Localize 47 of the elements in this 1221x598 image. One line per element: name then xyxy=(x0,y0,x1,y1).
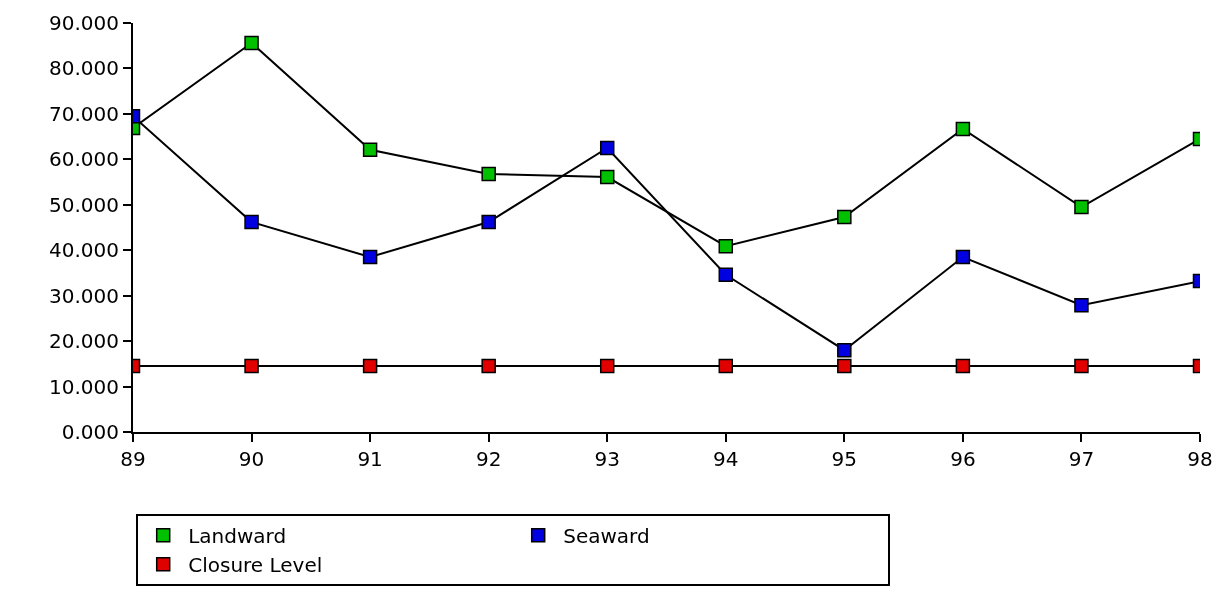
point xyxy=(599,169,615,185)
x-tick-label: 89 xyxy=(120,447,146,471)
point xyxy=(837,209,852,225)
point xyxy=(481,214,496,230)
x-tick-label: 93 xyxy=(594,447,620,471)
y-tick-label: 30.000 xyxy=(49,283,119,308)
y-tick-label: 40.000 xyxy=(49,238,119,263)
point xyxy=(718,238,734,254)
point xyxy=(244,214,259,230)
legend-label: Closure Level xyxy=(188,553,323,578)
y-tick-label: 60.000 xyxy=(49,147,119,172)
x-tick-label: 92 xyxy=(475,447,502,471)
x-tick-label: 91 xyxy=(357,447,383,471)
point xyxy=(362,249,378,265)
point xyxy=(837,358,852,374)
point xyxy=(599,140,615,156)
point xyxy=(1074,297,1089,313)
point xyxy=(362,358,378,374)
legend-label: Seaward xyxy=(563,524,650,549)
point xyxy=(718,267,734,283)
point xyxy=(481,358,496,374)
x-tick-label: 97 xyxy=(1068,447,1095,471)
point xyxy=(955,121,971,137)
y-tick-label: 10.000 xyxy=(49,374,119,399)
x-tick-label: 98 xyxy=(1187,447,1213,471)
point xyxy=(481,166,496,182)
point xyxy=(1074,199,1089,215)
legend-label: Landward xyxy=(188,524,287,549)
x-tick-label: 95 xyxy=(831,447,858,471)
y-tick-label: 70.000 xyxy=(49,101,119,126)
x-tick-label: 96 xyxy=(950,447,976,471)
y-tick-label: 20.000 xyxy=(49,329,119,354)
y-tick-label: 80.000 xyxy=(49,56,119,81)
y-tick-label: 90.000 xyxy=(49,11,119,35)
point xyxy=(1074,358,1089,374)
point xyxy=(362,142,378,158)
x-tick-label: 94 xyxy=(713,447,739,471)
y-tick-label: 50.000 xyxy=(49,192,119,217)
point xyxy=(599,358,615,374)
point xyxy=(718,358,734,374)
x-tick-label: 90 xyxy=(238,447,265,471)
point xyxy=(955,358,971,374)
point xyxy=(837,342,852,358)
point xyxy=(955,249,971,265)
y-tick-label: 0.000 xyxy=(61,420,119,444)
point xyxy=(244,358,259,374)
point xyxy=(244,35,259,51)
